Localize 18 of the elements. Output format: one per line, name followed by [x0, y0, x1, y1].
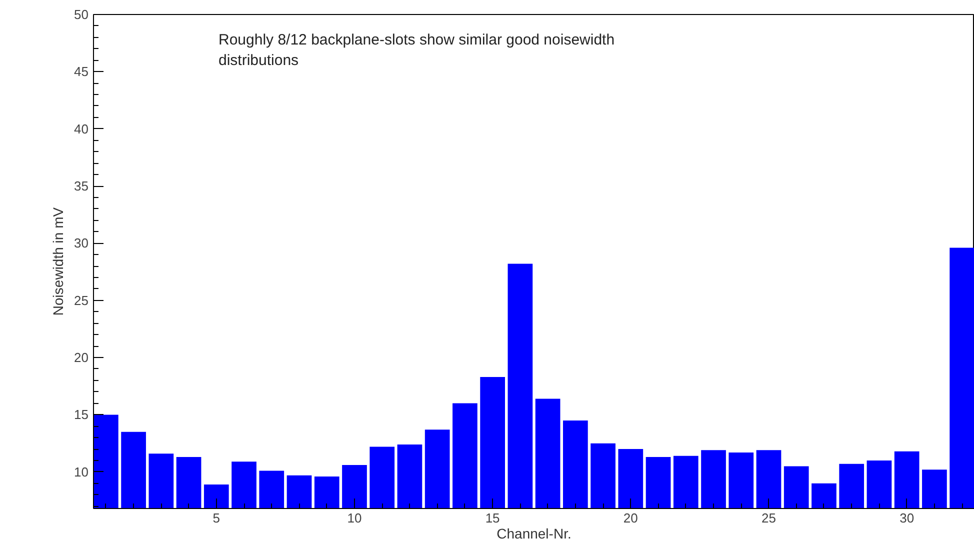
annotation: Roughly 8/12 backplane-slots show similar good noisewidth distributions: [218, 32, 615, 69]
y-tick-label: 40: [74, 121, 89, 136]
y-tick-label: 25: [74, 292, 89, 308]
x-tick-label: 10: [347, 510, 362, 526]
x-tick-label: 5: [212, 510, 220, 526]
y-tick-label: 30: [74, 236, 89, 251]
y-axis-title: Noisewidth in mV: [50, 206, 66, 316]
x-tick-label: 20: [623, 510, 638, 526]
y-tick-label: 45: [74, 64, 89, 80]
y-tick-label: 15: [74, 407, 89, 422]
y-tick-label: 20: [74, 350, 89, 366]
x-tick-label: 25: [762, 510, 776, 526]
y-tick-label: 10: [74, 464, 89, 480]
x-axis-title: Channel-Nr.: [496, 526, 572, 542]
y-tick-label: 50: [74, 7, 89, 22]
x-tick-label: 30: [900, 510, 914, 526]
y-tick-label: 35: [74, 178, 89, 194]
x-tick-label: 15: [485, 510, 500, 526]
